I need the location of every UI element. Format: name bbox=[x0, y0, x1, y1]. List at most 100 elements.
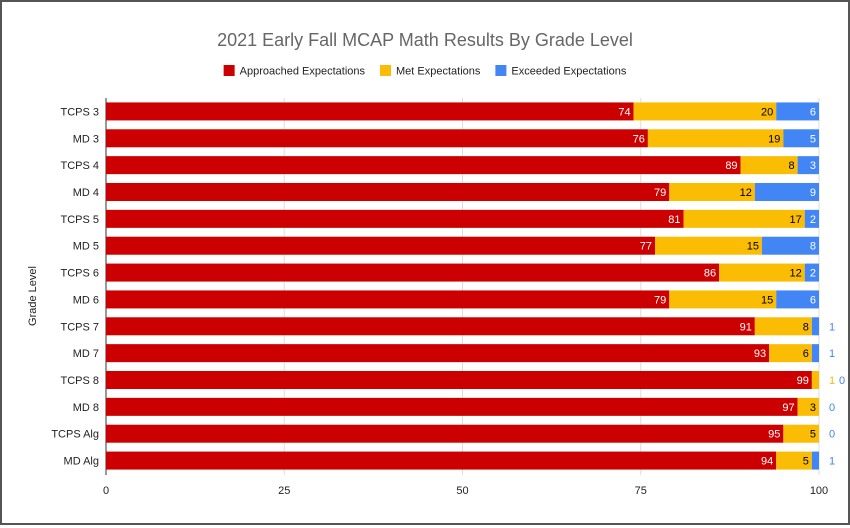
data-label: 12 bbox=[789, 268, 801, 280]
bar-segment bbox=[106, 451, 777, 470]
category-label: MD Alg bbox=[64, 456, 99, 468]
bar-segment bbox=[647, 129, 784, 148]
bar-segment bbox=[769, 344, 812, 363]
data-label: 81 bbox=[668, 214, 680, 226]
value-labels: 74 20 676 19 589 8 379 12 981 17 277 15 886 12 279 15 69… bbox=[618, 106, 845, 467]
category-label: TCPS 5 bbox=[60, 214, 99, 226]
data-label: 1 bbox=[829, 456, 835, 468]
bar-segment bbox=[797, 397, 819, 416]
category-label: TCPS 4 bbox=[60, 160, 99, 172]
legend-swatch-0 bbox=[223, 65, 235, 76]
data-label: 20 bbox=[761, 106, 773, 118]
bar-segment bbox=[811, 344, 819, 363]
data-label: 99 bbox=[797, 375, 809, 387]
data-label: 5 bbox=[810, 429, 816, 441]
bar-segment bbox=[106, 371, 812, 389]
data-label: 95 bbox=[768, 429, 780, 441]
data-label: 79 bbox=[654, 187, 666, 199]
x-tick-label: 100 bbox=[810, 485, 828, 497]
bar-segment bbox=[719, 263, 805, 282]
bar-segment bbox=[669, 183, 755, 201]
data-label: 8 bbox=[803, 321, 809, 333]
data-label: 6 bbox=[803, 348, 809, 360]
legend-label-0: Approached Expectations bbox=[240, 66, 366, 78]
data-label: 19 bbox=[768, 133, 780, 145]
data-label: 12 bbox=[740, 187, 752, 199]
bar-segment bbox=[106, 290, 670, 309]
bar-segment bbox=[811, 317, 819, 336]
bar-segment bbox=[106, 344, 770, 363]
data-label: 91 bbox=[740, 321, 752, 333]
category-label: TCPS 6 bbox=[60, 268, 99, 280]
data-label: 5 bbox=[810, 133, 816, 145]
bar-segment bbox=[106, 102, 634, 121]
data-label: 76 bbox=[633, 133, 645, 145]
category-label: MD 5 bbox=[73, 241, 99, 253]
legend-item-1: Met Expectations bbox=[380, 65, 481, 78]
bar-segment bbox=[804, 209, 819, 228]
bar-segment bbox=[106, 317, 755, 336]
data-label: 6 bbox=[810, 106, 816, 118]
data-label: 79 bbox=[654, 294, 666, 306]
data-label: 1 bbox=[829, 321, 835, 333]
legend-label-1: Met Expectations bbox=[396, 66, 481, 78]
bar-segment bbox=[106, 397, 798, 416]
y-axis-label: Grade Level bbox=[27, 266, 39, 326]
category-label: MD 6 bbox=[73, 294, 99, 306]
data-label: 8 bbox=[810, 241, 816, 253]
x-tick-label: 50 bbox=[456, 485, 468, 497]
x-tick-label: 75 bbox=[635, 485, 647, 497]
data-label: 9 bbox=[810, 187, 816, 199]
legend-item-2: Exceeded Expectations bbox=[495, 65, 627, 78]
data-label: 0 bbox=[839, 375, 845, 387]
category-label: MD 3 bbox=[73, 133, 99, 145]
category-labels: TCPS 3 MD 3 TCPS 4 MD 4 TCPS 5 MD 5 TCPS 6 MD 6… bbox=[51, 106, 99, 467]
legend-swatch-1 bbox=[380, 65, 392, 76]
bar-segment bbox=[776, 290, 819, 309]
bar-segment bbox=[106, 263, 720, 282]
bar-segment bbox=[106, 156, 741, 175]
data-label: 77 bbox=[640, 241, 652, 253]
bar-segment bbox=[669, 290, 777, 309]
data-label: 93 bbox=[754, 348, 766, 360]
x-tick-label: 0 bbox=[103, 485, 109, 497]
bar-segment bbox=[106, 236, 656, 255]
bar-segment bbox=[761, 236, 819, 255]
gridlines bbox=[105, 98, 820, 475]
bars bbox=[106, 102, 819, 470]
category-label: MD 4 bbox=[73, 187, 99, 199]
category-label: TCPS Alg bbox=[51, 429, 99, 441]
bar-segment bbox=[776, 451, 812, 470]
bar-segment bbox=[106, 183, 670, 201]
data-label: 97 bbox=[782, 402, 794, 414]
bar-segment bbox=[776, 102, 819, 121]
data-label: 3 bbox=[810, 160, 816, 172]
bar-segment bbox=[106, 424, 784, 443]
data-label: 3 bbox=[810, 402, 816, 414]
bar-segment bbox=[106, 129, 648, 148]
bar-segment bbox=[811, 451, 819, 470]
category-label: TCPS 7 bbox=[60, 321, 99, 333]
data-label: 2 bbox=[810, 268, 816, 280]
category-label: TCPS 8 bbox=[60, 375, 99, 387]
category-label: MD 8 bbox=[73, 402, 99, 414]
bar-segment bbox=[783, 129, 819, 148]
bar-segment bbox=[106, 209, 684, 228]
bar-segment bbox=[633, 102, 777, 121]
bar-segment bbox=[754, 317, 812, 336]
data-label: 8 bbox=[788, 160, 794, 172]
data-label: 17 bbox=[789, 214, 801, 226]
chart-legend: Approached Expectations Met Expectations E… bbox=[223, 65, 627, 78]
data-label: 94 bbox=[761, 456, 773, 468]
bar-segment bbox=[754, 183, 819, 201]
category-label: MD 7 bbox=[73, 348, 99, 360]
bar-segment bbox=[655, 236, 762, 255]
data-label: 2 bbox=[810, 214, 816, 226]
x-tick-label: 25 bbox=[278, 485, 290, 497]
chart-title: 2021 Early Fall MCAP Math Results By Gra… bbox=[217, 30, 633, 50]
x-tick-labels: 0 25 50 75 100 bbox=[103, 485, 828, 497]
data-label: 1 bbox=[829, 375, 835, 387]
data-label: 0 bbox=[829, 429, 835, 441]
data-label: 86 bbox=[704, 268, 716, 280]
